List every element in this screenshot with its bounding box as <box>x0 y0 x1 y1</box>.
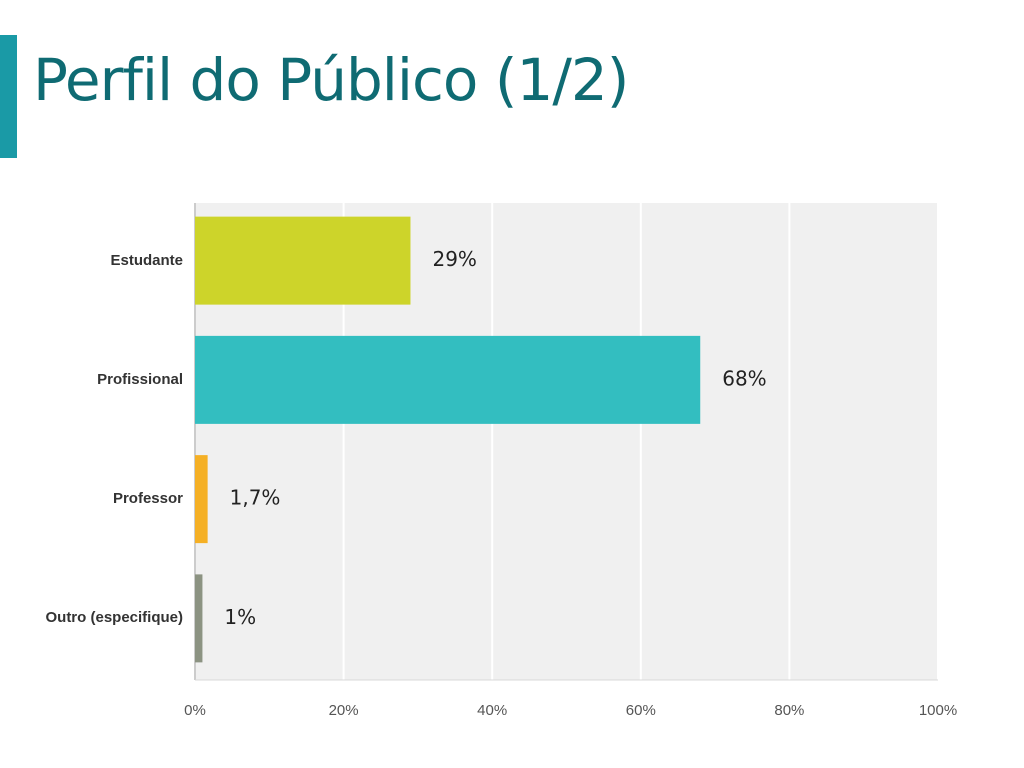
bar <box>195 216 411 305</box>
bar <box>195 574 203 663</box>
bar <box>195 335 701 424</box>
value-label: 68% <box>722 366 766 390</box>
value-label: 29% <box>432 247 476 271</box>
category-label: Professor <box>112 490 183 508</box>
x-tick-label: 100% <box>919 702 957 719</box>
value-label: 1,7% <box>230 486 281 510</box>
bar <box>195 455 208 544</box>
x-tick-label: 0% <box>184 702 206 719</box>
x-tick-label: 80% <box>774 702 804 719</box>
slide-title: Perfil do Público (1/2) <box>33 46 629 114</box>
accent-bar <box>0 35 17 158</box>
x-tick-label: 60% <box>626 702 656 719</box>
category-label: Profissional <box>97 370 183 388</box>
category-label: Estudante <box>110 251 183 269</box>
value-label: 1% <box>224 605 256 629</box>
x-tick-label: 20% <box>329 702 359 719</box>
category-label: Outro (especifique) <box>45 609 183 627</box>
x-tick-label: 40% <box>477 702 507 719</box>
